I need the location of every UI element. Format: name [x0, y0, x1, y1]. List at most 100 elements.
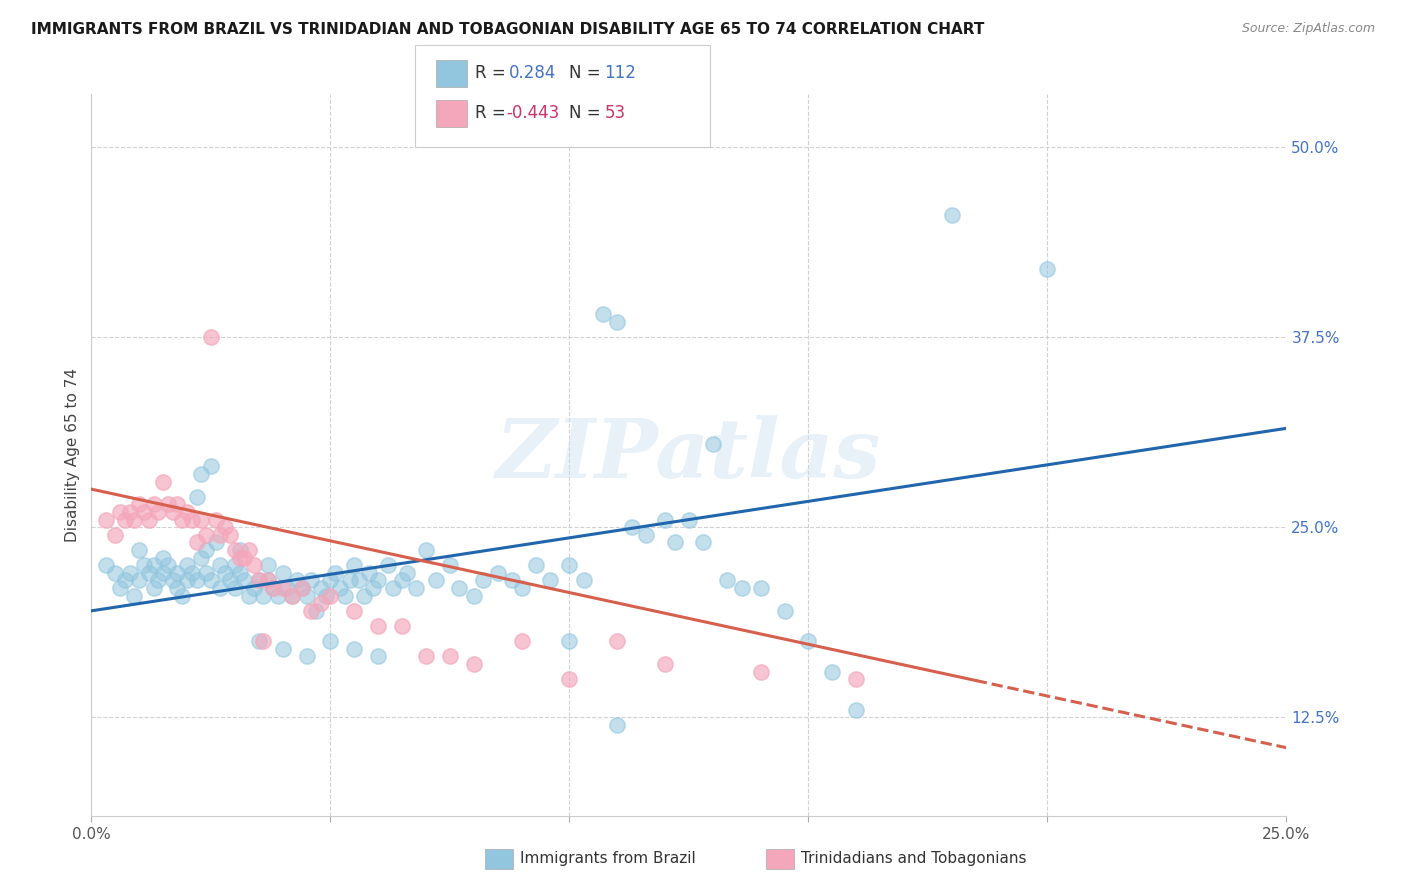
Point — [323, 566, 346, 580]
Point — [152, 566, 174, 580]
Point — [224, 543, 246, 558]
Point — [620, 520, 643, 534]
Point — [128, 543, 150, 558]
Point — [162, 505, 184, 519]
Point — [142, 558, 165, 573]
Point — [138, 512, 160, 526]
Text: -0.443: -0.443 — [506, 104, 560, 122]
Point — [180, 566, 202, 580]
Point — [558, 673, 581, 687]
Point — [247, 574, 270, 588]
Point — [200, 459, 222, 474]
Text: 53: 53 — [605, 104, 626, 122]
Point — [247, 634, 270, 648]
Point — [730, 581, 752, 595]
Point — [845, 703, 868, 717]
Point — [214, 520, 236, 534]
Point — [339, 574, 361, 588]
Point — [510, 581, 533, 595]
Point — [114, 512, 136, 526]
Point — [405, 581, 427, 595]
Point — [138, 566, 160, 580]
Point — [343, 604, 366, 618]
Point — [224, 581, 246, 595]
Point — [363, 581, 385, 595]
Point — [329, 581, 352, 595]
Point — [108, 505, 131, 519]
Point — [156, 497, 179, 511]
Point — [449, 581, 471, 595]
Point — [152, 475, 174, 489]
Point — [941, 208, 963, 222]
Point — [190, 467, 212, 481]
Point — [592, 307, 614, 321]
Point — [166, 497, 188, 511]
Text: R =: R = — [475, 64, 506, 82]
Y-axis label: Disability Age 65 to 74: Disability Age 65 to 74 — [65, 368, 80, 542]
Point — [118, 566, 141, 580]
Point — [486, 566, 509, 580]
Point — [243, 558, 266, 573]
Point — [305, 604, 328, 618]
Point — [299, 604, 322, 618]
Point — [276, 581, 298, 595]
Point — [252, 634, 274, 648]
Point — [228, 543, 250, 558]
Point — [148, 574, 170, 588]
Point — [281, 589, 304, 603]
Point — [664, 535, 686, 549]
Point — [257, 574, 280, 588]
Text: Source: ZipAtlas.com: Source: ZipAtlas.com — [1241, 22, 1375, 36]
Point — [1036, 261, 1059, 276]
Point — [749, 665, 772, 679]
Point — [94, 512, 117, 526]
Point — [176, 558, 198, 573]
Point — [204, 535, 226, 549]
Point — [291, 581, 314, 595]
Text: N =: N = — [569, 104, 600, 122]
Point — [463, 657, 485, 671]
Point — [572, 574, 595, 588]
Point — [425, 574, 447, 588]
Point — [209, 528, 232, 542]
Point — [285, 574, 308, 588]
Text: IMMIGRANTS FROM BRAZIL VS TRINIDADIAN AND TOBAGONIAN DISABILITY AGE 65 TO 74 COR: IMMIGRANTS FROM BRAZIL VS TRINIDADIAN AN… — [31, 22, 984, 37]
Point — [118, 505, 141, 519]
Text: Trinidadians and Tobagonians: Trinidadians and Tobagonians — [801, 851, 1026, 865]
Point — [319, 574, 342, 588]
Point — [200, 574, 222, 588]
Point — [233, 550, 256, 565]
Point — [391, 574, 413, 588]
Point — [200, 330, 222, 344]
Point — [347, 574, 370, 588]
Point — [367, 574, 389, 588]
Point — [415, 543, 437, 558]
Point — [190, 512, 212, 526]
Point — [128, 574, 150, 588]
Point — [295, 589, 318, 603]
Point — [152, 550, 174, 565]
Point — [281, 589, 304, 603]
Point — [233, 574, 256, 588]
Point — [558, 634, 581, 648]
Point — [186, 574, 208, 588]
Point — [104, 566, 127, 580]
Point — [353, 589, 375, 603]
Point — [319, 634, 342, 648]
Text: Immigrants from Brazil: Immigrants from Brazil — [520, 851, 696, 865]
Text: R =: R = — [475, 104, 506, 122]
Point — [228, 550, 250, 565]
Point — [209, 581, 232, 595]
Point — [186, 490, 208, 504]
Point — [252, 589, 274, 603]
Point — [606, 315, 628, 329]
Point — [209, 558, 232, 573]
Point — [243, 581, 266, 595]
Point — [262, 581, 284, 595]
Point — [606, 634, 628, 648]
Point — [257, 558, 280, 573]
Point — [176, 505, 198, 519]
Point — [309, 581, 332, 595]
Point — [176, 574, 198, 588]
Point — [472, 574, 495, 588]
